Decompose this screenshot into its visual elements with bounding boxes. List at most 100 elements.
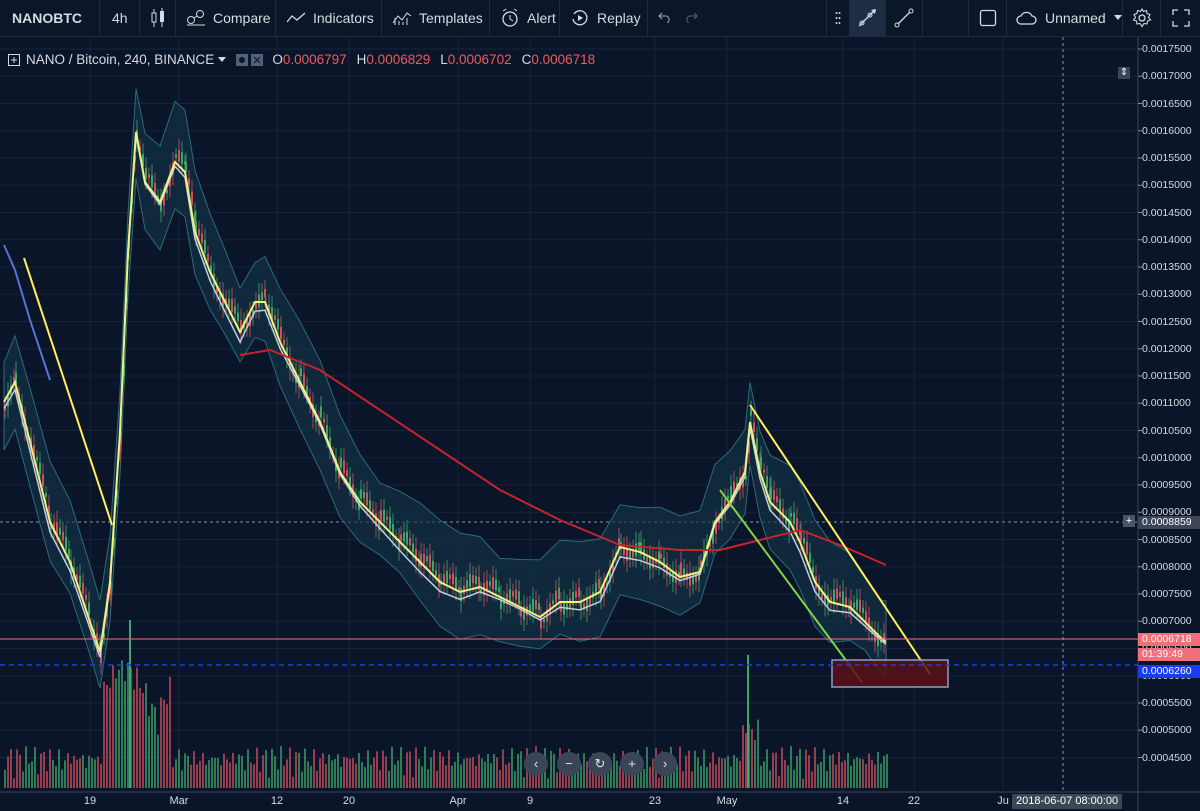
candle-body xyxy=(540,616,542,629)
zoom-out-button[interactable]: − xyxy=(557,752,581,776)
volume-bar xyxy=(565,763,567,788)
undo-icon[interactable] xyxy=(658,10,672,26)
candle-body xyxy=(103,633,105,638)
candle-body xyxy=(806,541,808,555)
candle-body xyxy=(139,146,141,151)
volume-bar xyxy=(97,756,99,788)
moving-average-yellow xyxy=(3,131,887,653)
volume-bar xyxy=(214,757,216,788)
candle-body xyxy=(366,492,368,506)
candle-body xyxy=(842,591,844,604)
indicators-button[interactable]: Indicators xyxy=(276,0,382,36)
alert-button[interactable]: Alert xyxy=(490,0,560,36)
compare-button[interactable]: Compare xyxy=(176,0,276,36)
volume-bar xyxy=(226,759,228,788)
candle-body xyxy=(240,319,242,333)
candle-body xyxy=(649,556,651,569)
last-price-tag: 0.0006718 xyxy=(1138,633,1200,646)
volume-bar xyxy=(412,777,414,788)
square-icon[interactable] xyxy=(968,0,1007,36)
candle-body xyxy=(201,233,203,243)
time-label: Ju xyxy=(997,795,1009,807)
volume-bar xyxy=(73,755,75,788)
candle-body xyxy=(277,318,279,330)
price-label: 0.0011500 xyxy=(1142,370,1191,382)
candle-body xyxy=(33,444,35,457)
candle-body xyxy=(320,406,322,418)
close-label: C xyxy=(521,52,532,67)
candle-body xyxy=(398,538,400,551)
candle-body xyxy=(658,551,660,564)
candle-body xyxy=(883,633,885,644)
volume-bar xyxy=(181,770,183,788)
candle-body xyxy=(228,298,230,308)
volume-bar xyxy=(388,770,390,788)
volume-bar xyxy=(193,751,195,788)
candle-body xyxy=(249,313,251,327)
candle-body xyxy=(489,581,491,586)
candle-body xyxy=(300,368,302,376)
volume-bar xyxy=(223,753,225,788)
gear-icon[interactable] xyxy=(1122,0,1161,36)
candle-body xyxy=(856,599,858,610)
volume-bar xyxy=(169,676,171,788)
candle-body xyxy=(583,603,585,610)
volume-bar xyxy=(775,752,777,788)
templates-button[interactable]: Templates xyxy=(382,0,490,36)
candle-body xyxy=(460,588,462,602)
chart-style-button[interactable] xyxy=(140,0,176,36)
volume-bar xyxy=(718,757,720,788)
collapse-legend-icon[interactable] xyxy=(8,53,20,66)
redo-icon[interactable] xyxy=(684,10,698,26)
volume-bar xyxy=(88,755,90,788)
volume-bar xyxy=(490,763,492,788)
scroll-left-button[interactable]: ‹ xyxy=(524,752,548,776)
legend-dropdown-icon[interactable] xyxy=(218,56,227,63)
candle-body xyxy=(586,598,588,612)
line-icon[interactable] xyxy=(885,0,923,36)
volume-bar xyxy=(67,752,69,788)
candle-body xyxy=(85,594,87,600)
volume-bar xyxy=(787,765,789,788)
volume-bar xyxy=(886,753,888,788)
symbol-search[interactable]: NANOBTC xyxy=(0,0,100,36)
volume-bar xyxy=(205,764,207,788)
volume-bar xyxy=(688,750,690,788)
volume-bar xyxy=(265,750,267,788)
trendline-yellow-right xyxy=(749,404,931,675)
volume-bar xyxy=(736,757,738,788)
legend-title[interactable]: NANO / Bitcoin, 240, BINANCE xyxy=(26,52,215,67)
eye-icon[interactable] xyxy=(236,53,264,66)
add-alert-icon[interactable]: + xyxy=(1123,515,1135,527)
candle-body xyxy=(663,557,665,569)
volume-bar xyxy=(460,764,462,788)
candle-body xyxy=(378,520,380,531)
time-label: 12 xyxy=(270,795,284,807)
fullscreen-icon[interactable] xyxy=(1160,0,1200,36)
time-label: 9 xyxy=(526,795,534,807)
candle-body xyxy=(392,524,394,536)
time-label: 19 xyxy=(83,795,97,807)
interval-button[interactable]: 4h xyxy=(100,0,140,36)
layout-menu[interactable]: Unnamed xyxy=(1006,0,1122,36)
candle-body xyxy=(372,509,374,516)
candle-body xyxy=(120,432,122,443)
candle-body xyxy=(286,347,288,359)
replay-button[interactable]: Replay xyxy=(560,0,648,36)
volume-bar xyxy=(469,758,471,788)
volume-bar xyxy=(862,759,864,788)
volume-bar xyxy=(826,771,828,788)
scale-mode-icon[interactable]: ⇕ xyxy=(1118,67,1130,79)
scroll-right-button[interactable]: › xyxy=(653,752,677,776)
ray-icon[interactable] xyxy=(849,0,885,36)
zoom-in-button[interactable]: + xyxy=(620,752,644,776)
volume-bar xyxy=(769,770,771,788)
price-label: 0.0010000 xyxy=(1142,451,1192,464)
drag-icon[interactable] xyxy=(826,0,849,36)
volume-bar xyxy=(352,758,354,788)
reset-chart-button[interactable]: ↻ xyxy=(588,752,612,776)
candle-body xyxy=(154,182,156,195)
volume-bar xyxy=(841,762,843,788)
candle-body xyxy=(349,476,351,487)
